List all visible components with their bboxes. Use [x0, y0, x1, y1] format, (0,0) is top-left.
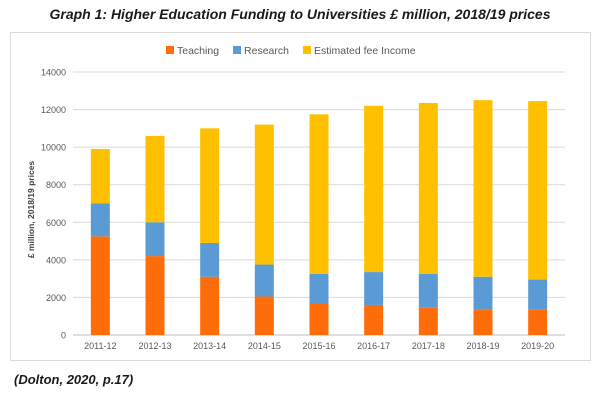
y-tick-label: 10000 — [41, 143, 66, 153]
source-citation: (Dolton, 2020, p.17) — [14, 372, 134, 387]
legend-swatch — [302, 46, 311, 54]
bar-teaching — [145, 256, 165, 335]
bar-estimated-fee-income — [473, 100, 493, 277]
bar-research — [418, 273, 438, 308]
bar-estimated-fee-income — [364, 105, 384, 273]
bar-estimated-fee-income — [418, 102, 438, 274]
bar-research — [309, 273, 329, 305]
x-tick-label: 2015-16 — [302, 341, 335, 351]
bar-estimated-fee-income — [254, 124, 274, 265]
bar-teaching — [90, 236, 110, 335]
bar-teaching — [364, 304, 384, 335]
legend-label: Estimated fee Income — [314, 45, 416, 57]
y-tick-label: 0 — [61, 331, 66, 341]
bar-teaching — [200, 276, 220, 335]
bar-teaching — [309, 304, 329, 335]
x-tick-label: 2018-19 — [466, 341, 499, 351]
x-tick-label: 2013-14 — [193, 341, 226, 351]
chart-title: Graph 1: Higher Education Funding to Uni… — [49, 6, 551, 22]
x-tick-label: 2017-18 — [412, 341, 445, 351]
legend-swatch — [166, 46, 174, 54]
x-tick-label: 2011-12 — [84, 341, 116, 351]
bar-estimated-fee-income — [200, 128, 220, 243]
bar-research — [200, 242, 220, 277]
y-tick-label: 14000 — [41, 68, 66, 78]
bar-estimated-fee-income — [309, 114, 329, 274]
bar-estimated-fee-income — [145, 135, 165, 223]
y-tick-label: 8000 — [46, 180, 66, 190]
y-tick-label: 4000 — [46, 255, 66, 265]
y-axis-label: £ million, 2018/19 prices — [26, 161, 36, 259]
y-tick-label: 6000 — [46, 218, 66, 228]
legend-label: Teaching — [177, 45, 219, 57]
legend-label: Research — [244, 45, 289, 57]
bar-estimated-fee-income — [528, 101, 548, 280]
bar-teaching — [418, 307, 438, 335]
bar-research — [364, 272, 384, 305]
bar-research — [145, 222, 165, 257]
legend-swatch — [233, 46, 242, 54]
bar-research — [254, 264, 274, 297]
x-tick-label: 2014-15 — [248, 341, 281, 351]
bar-estimated-fee-income — [90, 149, 110, 204]
x-tick-label: 2019-20 — [521, 341, 554, 351]
bar-research — [90, 203, 110, 237]
x-tick-label: 2012-13 — [138, 341, 171, 351]
bar-teaching — [473, 309, 493, 335]
y-tick-label: 12000 — [41, 105, 66, 115]
bar-teaching — [528, 309, 548, 335]
bar-teaching — [254, 296, 274, 335]
bar-research — [473, 276, 493, 310]
y-tick-label: 2000 — [46, 293, 66, 303]
x-tick-label: 2016-17 — [357, 341, 390, 351]
bar-research — [528, 279, 548, 310]
